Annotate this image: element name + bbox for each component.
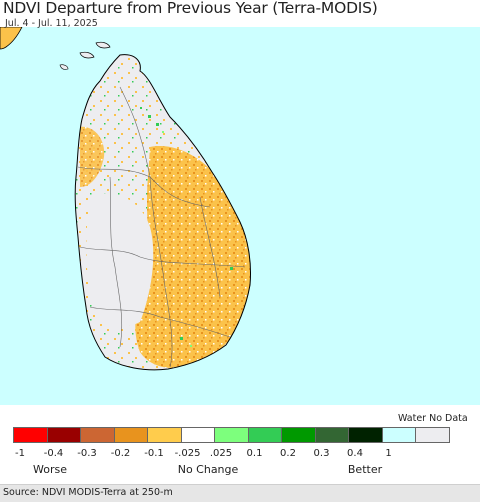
- legend-swatch-10: [348, 427, 383, 443]
- legend: Water No Data -1 -0.4 -0.3 -0.2 -0.1 -.025 .02…: [0, 406, 480, 484]
- map-canvas: [0, 27, 252, 371]
- legend-worse: Worse: [33, 463, 67, 476]
- legend-swatch-5: [180, 427, 215, 443]
- legend-better: Better: [347, 463, 383, 476]
- legend-swatch-12: [415, 427, 450, 443]
- water-no-data-label: Water No Data: [398, 413, 468, 424]
- legend-swatch-8: [281, 427, 316, 443]
- legend-swatch-2: [80, 427, 115, 443]
- footer: Source: NDVI MODIS-Terra at 250-m: [0, 484, 480, 502]
- legend-tick-1: -0.4: [43, 448, 64, 459]
- map-title: NDVI Departure from Previous Year (Terra…: [3, 0, 378, 17]
- legend-tick-3: -0.2: [110, 448, 131, 459]
- legend-tick-10: 0.4: [347, 448, 363, 459]
- ndvi-map[interactable]: [0, 27, 480, 405]
- legend-tick-2: -0.3: [77, 448, 97, 459]
- legend-tick-5: -.025: [174, 448, 201, 459]
- legend-tick-4: -0.1: [144, 448, 164, 459]
- legend-tick-7: 0.1: [246, 448, 263, 459]
- date-range: Jul. 4 - Jul. 11, 2025: [5, 18, 98, 29]
- legend-swatch-11: [381, 427, 416, 443]
- legend-no-change: No Change: [177, 463, 239, 476]
- legend-tick-0: -1: [15, 448, 25, 459]
- legend-tick-11: 1: [385, 448, 392, 459]
- legend-swatch-4: [147, 427, 182, 443]
- legend-tick-8: 0.2: [280, 448, 296, 459]
- legend-swatch-0: [13, 427, 48, 443]
- legend-tick-6: .025: [209, 448, 233, 459]
- legend-tick-9: 0.3: [313, 448, 330, 459]
- legend-swatch-7: [247, 427, 282, 443]
- legend-swatches: [13, 427, 450, 443]
- legend-swatch-6: [214, 427, 249, 443]
- legend-swatch-3: [113, 427, 148, 443]
- legend-swatch-9: [314, 427, 349, 443]
- source-text: Source: NDVI MODIS-Terra at 250-m: [3, 487, 173, 498]
- legend-swatch-1: [46, 427, 81, 443]
